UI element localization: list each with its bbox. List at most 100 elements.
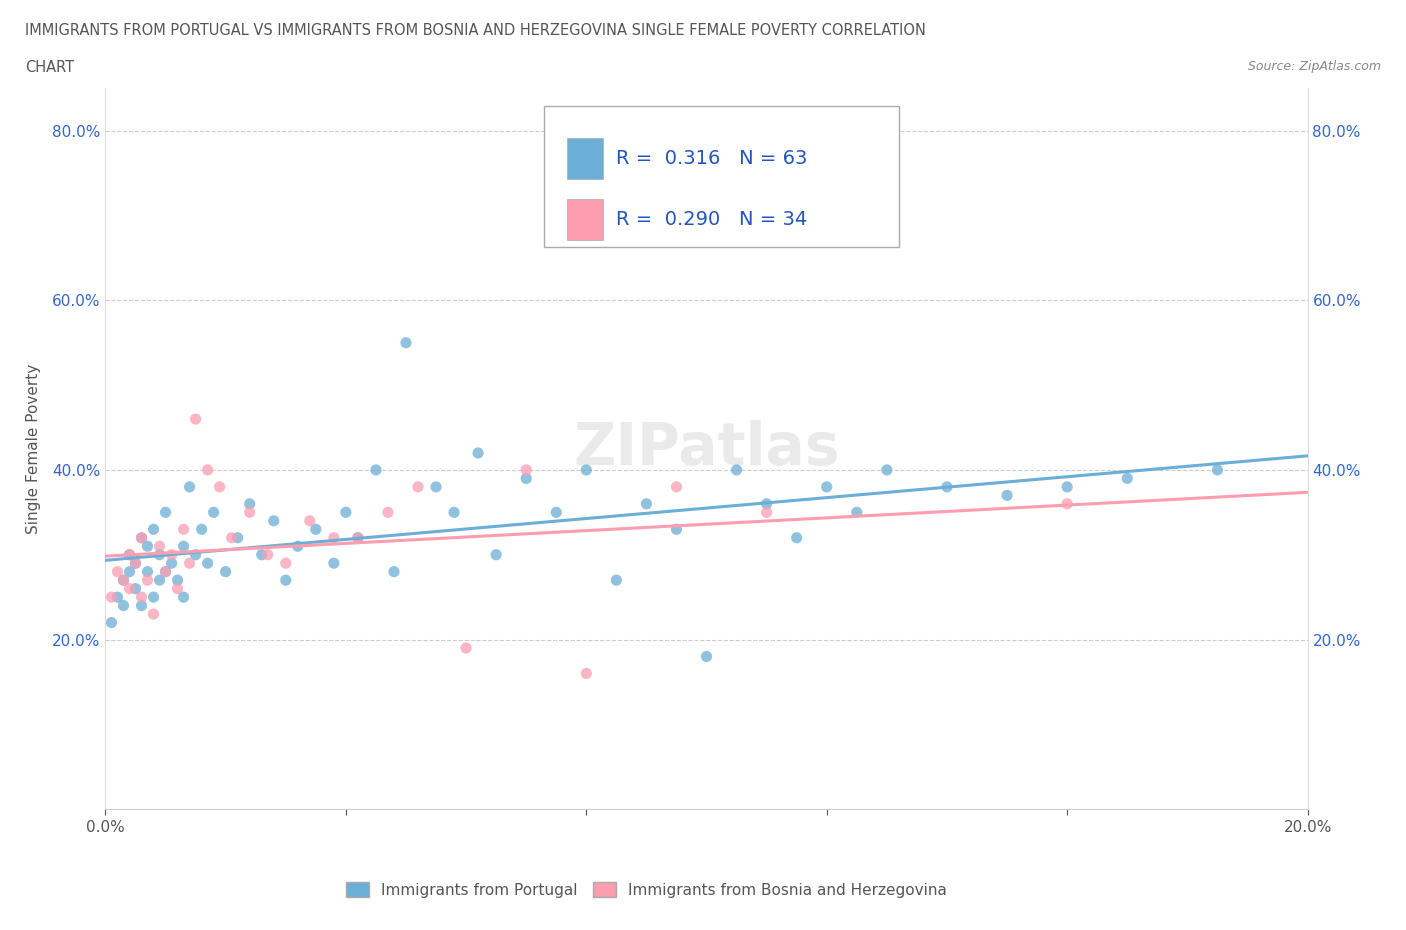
Point — [755, 497, 778, 512]
Point — [131, 598, 153, 613]
Point — [845, 505, 868, 520]
Text: R =  0.290   N = 34: R = 0.290 N = 34 — [616, 210, 807, 230]
Point — [107, 565, 129, 579]
Point — [665, 522, 688, 537]
Point — [936, 480, 959, 495]
Point — [214, 565, 236, 579]
Point — [995, 488, 1018, 503]
Point — [118, 581, 141, 596]
Point — [274, 573, 297, 588]
Text: Source: ZipAtlas.com: Source: ZipAtlas.com — [1247, 60, 1381, 73]
Point — [298, 513, 321, 528]
Point — [443, 505, 465, 520]
Point — [454, 641, 477, 656]
Point — [636, 497, 658, 512]
Point — [131, 530, 153, 545]
Point — [179, 556, 201, 571]
Point — [100, 590, 122, 604]
Point — [1116, 471, 1139, 485]
Text: ZIPatlas: ZIPatlas — [574, 420, 839, 477]
Point — [377, 505, 399, 520]
Point — [197, 462, 219, 477]
Point — [876, 462, 898, 477]
Point — [425, 480, 447, 495]
Point — [118, 565, 141, 579]
Point — [395, 336, 418, 351]
Point — [179, 480, 201, 495]
Point — [124, 556, 146, 571]
Point — [166, 573, 188, 588]
FancyBboxPatch shape — [567, 138, 603, 179]
Point — [184, 412, 207, 427]
Point — [335, 505, 357, 520]
Y-axis label: Single Female Poverty: Single Female Poverty — [25, 364, 41, 534]
Point — [155, 505, 177, 520]
Point — [1056, 497, 1078, 512]
Point — [575, 462, 598, 477]
Point — [184, 547, 207, 562]
Point — [485, 547, 508, 562]
Point — [124, 581, 146, 596]
Point — [160, 547, 183, 562]
Point — [136, 565, 159, 579]
Point — [364, 462, 387, 477]
Point — [239, 497, 262, 512]
Point — [148, 538, 170, 553]
Point — [239, 505, 262, 520]
Point — [322, 530, 344, 545]
Point — [467, 445, 489, 460]
Point — [515, 471, 537, 485]
Point — [665, 480, 688, 495]
Point — [112, 598, 135, 613]
Point — [173, 538, 195, 553]
Point — [112, 573, 135, 588]
Point — [136, 573, 159, 588]
Point — [515, 462, 537, 477]
Point — [148, 547, 170, 562]
Text: IMMIGRANTS FROM PORTUGAL VS IMMIGRANTS FROM BOSNIA AND HERZEGOVINA SINGLE FEMALE: IMMIGRANTS FROM PORTUGAL VS IMMIGRANTS F… — [25, 23, 927, 38]
Point — [287, 538, 309, 553]
Point — [124, 556, 146, 571]
Point — [546, 505, 568, 520]
Point — [131, 590, 153, 604]
Point — [100, 615, 122, 630]
Point — [256, 547, 278, 562]
Point — [155, 565, 177, 579]
Point — [575, 666, 598, 681]
Point — [725, 462, 748, 477]
Point — [1206, 462, 1229, 477]
Point — [250, 547, 273, 562]
Point — [305, 522, 328, 537]
Point — [226, 530, 249, 545]
Point — [136, 538, 159, 553]
Point — [107, 590, 129, 604]
Point — [696, 649, 718, 664]
Point — [190, 522, 212, 537]
Point — [202, 505, 225, 520]
Point — [160, 556, 183, 571]
Point — [274, 556, 297, 571]
Point — [406, 480, 429, 495]
Point — [173, 522, 195, 537]
Point — [347, 530, 370, 545]
Point — [322, 556, 344, 571]
Point — [815, 480, 838, 495]
Point — [131, 530, 153, 545]
Point — [173, 590, 195, 604]
Point — [142, 606, 165, 621]
Point — [142, 522, 165, 537]
Point — [112, 573, 135, 588]
Point — [347, 530, 370, 545]
Point — [197, 556, 219, 571]
Point — [786, 530, 808, 545]
Point — [142, 590, 165, 604]
Legend: Immigrants from Portugal, Immigrants from Bosnia and Herzegovina: Immigrants from Portugal, Immigrants fro… — [340, 875, 953, 904]
Point — [221, 530, 243, 545]
Point — [382, 565, 405, 579]
FancyBboxPatch shape — [544, 106, 898, 247]
Point — [263, 513, 285, 528]
Point — [755, 505, 778, 520]
Text: CHART: CHART — [25, 60, 75, 75]
FancyBboxPatch shape — [567, 199, 603, 241]
Point — [166, 581, 188, 596]
